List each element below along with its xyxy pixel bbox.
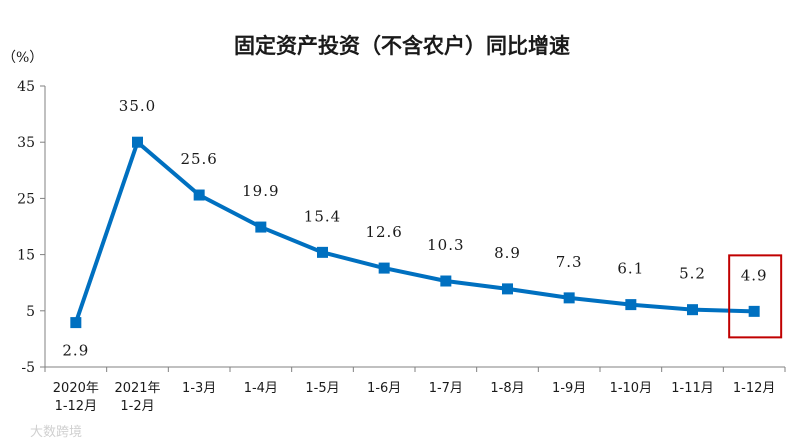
- data-point-marker: [378, 262, 390, 274]
- data-point-marker: [440, 275, 452, 287]
- highlight-box: [728, 254, 783, 339]
- y-tick-labels: -5 5 15 25 35 45: [17, 79, 35, 376]
- y-tick-label: -5: [21, 360, 35, 376]
- data-point-marker: [625, 299, 637, 311]
- x-tick-label: 1-9月: [552, 381, 586, 396]
- data-point-marker: [317, 246, 328, 258]
- data-point-marker: [563, 292, 575, 304]
- x-tick-label: 1-8月: [490, 381, 524, 396]
- y-tick-label: 5: [26, 304, 35, 320]
- x-tick-label: 1-10月: [610, 381, 653, 396]
- data-label: 19.9: [242, 182, 279, 200]
- y-unit-label: （%）: [2, 50, 43, 66]
- data-label: 15.4: [304, 207, 341, 225]
- x-tick-label: 1-12月: [55, 399, 98, 414]
- data-point-marker: [502, 283, 513, 295]
- chart-title: 固定资产投资（不含农户）同比增速: [234, 34, 570, 58]
- x-tick-label: 1-5月: [305, 381, 339, 396]
- data-point-marker: [70, 317, 82, 329]
- data-point-marker: [132, 136, 143, 148]
- data-label: 12.6: [365, 223, 402, 241]
- y-tick-label: 15: [17, 248, 35, 264]
- data-point-marker: [748, 305, 760, 317]
- data-label: 10.3: [427, 236, 464, 254]
- series-line: [73, 140, 755, 324]
- series-markers: [70, 136, 760, 329]
- data-label: 2.9: [62, 342, 89, 360]
- x-tick-labels: 2020年 1-12月 2021年 1-2月 1-3月 1-4月 1-5月 1-6月 1-7月 1…: [53, 381, 776, 414]
- x-tick-label: 2020年: [53, 381, 99, 396]
- data-point-marker: [255, 221, 267, 233]
- y-tick-label: 45: [17, 79, 35, 95]
- x-tick-label: 1-6月: [367, 381, 401, 396]
- x-tick-label: 1-4月: [244, 381, 278, 396]
- x-tick-label: 1-2月: [120, 399, 154, 414]
- data-point-marker: [687, 304, 698, 316]
- data-label: 6.1: [617, 260, 644, 278]
- x-tick-label: 1-11月: [671, 381, 714, 396]
- data-label: 7.3: [556, 253, 583, 271]
- data-labels: 2.9 35.0 25.6 19.9 15.4 12.6 10.3 8.9 7.3 6.1 5.2 4…: [62, 97, 768, 360]
- x-tick-label: 2021年: [114, 381, 160, 396]
- data-point-marker: [193, 189, 205, 201]
- x-tick-label: 1-3月: [182, 381, 216, 396]
- y-tick-label: 25: [17, 191, 35, 207]
- data-label: 5.2: [679, 265, 706, 283]
- data-label: 8.9: [494, 244, 521, 262]
- data-label: 25.6: [180, 150, 217, 168]
- watermark-text: 大数跨境: [30, 425, 82, 440]
- axes: [40, 85, 786, 372]
- x-tick-label: 1-12月: [733, 381, 776, 396]
- data-label: 35.0: [119, 97, 156, 115]
- x-tick-label: 1-7月: [429, 381, 463, 396]
- y-tick-label: 35: [17, 135, 35, 151]
- data-label: 4.9: [741, 266, 768, 284]
